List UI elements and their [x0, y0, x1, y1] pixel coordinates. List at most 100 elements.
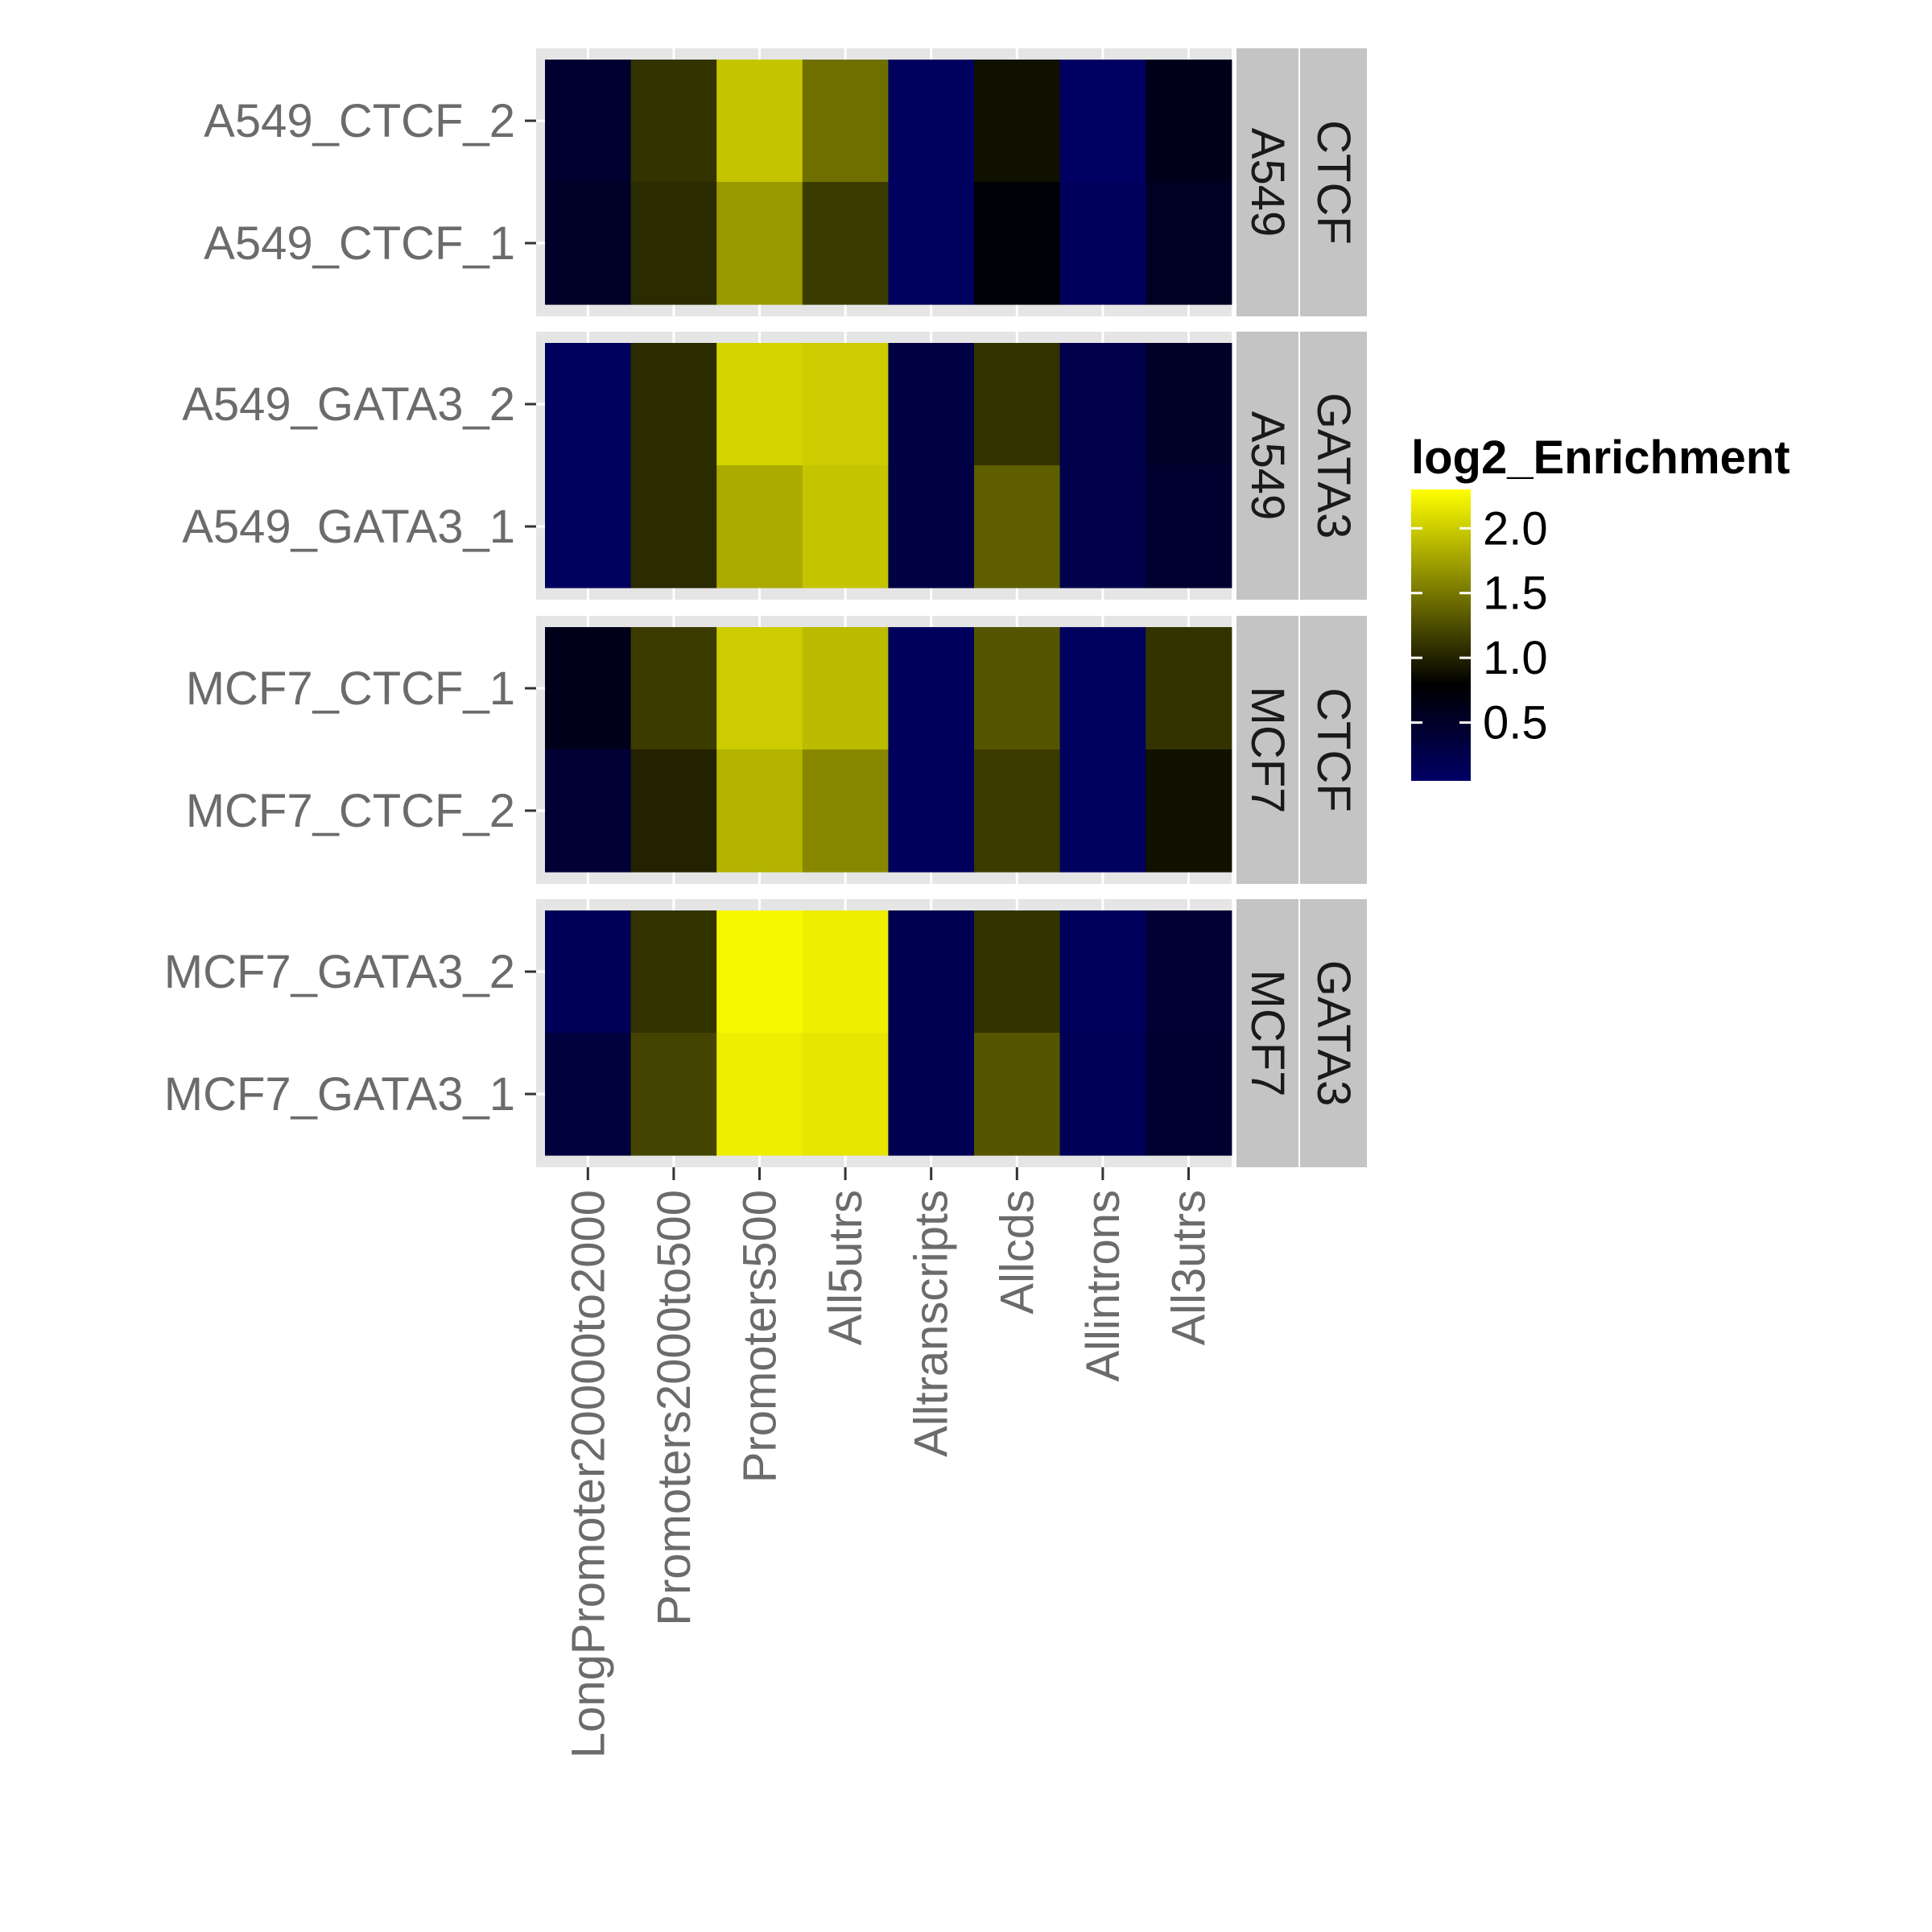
- facet-strip-inner-label: MCF7: [1241, 687, 1294, 814]
- facet-strip-inner: [1236, 899, 1298, 1167]
- x-tick-label: Allcds: [991, 1190, 1043, 1315]
- heatmap-tile: [1146, 343, 1232, 466]
- heatmap-tile: [888, 627, 975, 750]
- facet-strip-outer: [1300, 616, 1367, 884]
- heatmap-tile: [716, 627, 803, 750]
- y-tick-label: MCF7_GATA3_2: [164, 946, 515, 998]
- y-tick-label: MCF7_CTCF_1: [186, 663, 515, 715]
- heatmap-tile: [974, 627, 1061, 750]
- facet-strip-outer-label: CTCF: [1307, 687, 1360, 812]
- facet-strip-inner: [1236, 332, 1298, 600]
- facet-strip-inner-label: MCF7: [1241, 970, 1294, 1097]
- y-tick-label: MCF7_CTCF_2: [186, 785, 515, 837]
- heatmap-tile: [630, 465, 717, 588]
- x-tick-label: All5utrs: [819, 1190, 872, 1345]
- heatmap-tile: [1059, 749, 1146, 873]
- heatmap-tile: [545, 465, 632, 588]
- heatmap-tile: [716, 749, 803, 873]
- heatmap-tile: [974, 465, 1061, 588]
- heatmap-tile: [1059, 343, 1146, 466]
- y-tick-label: A549_GATA3_2: [182, 378, 515, 431]
- legend-tick-label: 1.0: [1483, 632, 1548, 684]
- heatmap-tile: [888, 1033, 975, 1156]
- legend-tick-label: 2.0: [1483, 502, 1548, 555]
- heatmap-tile: [545, 182, 632, 305]
- heatmap-tile: [888, 60, 975, 183]
- facet-strip-outer-label: GATA3: [1307, 960, 1360, 1107]
- heatmap-tile: [1059, 60, 1146, 183]
- heatmap-tile: [630, 910, 717, 1034]
- y-tick-label: A549_GATA3_1: [182, 501, 515, 553]
- heatmap-tile: [974, 1033, 1061, 1156]
- heatmap-tile: [888, 910, 975, 1034]
- heatmap-tile: [545, 627, 632, 750]
- heatmap-tile: [802, 627, 889, 750]
- heatmap-tile: [716, 1033, 803, 1156]
- heatmap-tile: [1146, 910, 1232, 1034]
- heatmap-tile: [802, 465, 889, 588]
- x-tick-label: Allintrons: [1077, 1190, 1129, 1382]
- heatmap-tile: [716, 343, 803, 466]
- heatmap-tile: [974, 343, 1061, 466]
- legend-title: log2_Enrichment: [1411, 431, 1790, 484]
- x-tick-label: All3utrs: [1163, 1190, 1216, 1345]
- facet-strip-outer: [1300, 48, 1367, 316]
- heatmap-tile: [974, 749, 1061, 873]
- heatmap-tile: [1059, 182, 1146, 305]
- heatmap-tile: [716, 465, 803, 588]
- heatmap-tile: [1146, 627, 1232, 750]
- facet-strip-outer: [1300, 899, 1367, 1167]
- x-tick-label: LongPromoter20000to2000: [562, 1190, 614, 1758]
- heatmap-tile: [802, 343, 889, 466]
- legend-tick-label: 0.5: [1483, 697, 1548, 749]
- heatmap-tile: [630, 627, 717, 750]
- facet-strip-outer-label: GATA3: [1307, 393, 1360, 539]
- heatmap-tile: [1146, 465, 1232, 588]
- x-tick-label: Promoters500: [734, 1190, 786, 1483]
- facet-strip-outer-label: CTCF: [1307, 120, 1360, 245]
- x-tick-label: Alltranscripts: [906, 1190, 958, 1457]
- heatmap-tile: [545, 749, 632, 873]
- heatmap-tile: [802, 1033, 889, 1156]
- heatmap-tile: [974, 910, 1061, 1034]
- heatmap-tile: [630, 60, 717, 183]
- heatmap-tile: [545, 343, 632, 466]
- heatmap-tile: [1059, 627, 1146, 750]
- heatmap-tile: [545, 910, 632, 1034]
- y-tick-label: MCF7_GATA3_1: [164, 1068, 515, 1121]
- y-tick-label: A549_CTCF_1: [204, 217, 515, 270]
- heatmap-tile: [1146, 182, 1232, 305]
- y-tick-label: A549_CTCF_2: [204, 95, 515, 147]
- heatmap-tile: [888, 465, 975, 588]
- heatmap-tile: [716, 910, 803, 1034]
- heatmap-tile: [974, 60, 1061, 183]
- legend-tick-label: 1.5: [1483, 568, 1548, 620]
- heatmap-tile: [802, 182, 889, 305]
- x-tick-label: Promoters2000to500: [648, 1190, 700, 1626]
- heatmap-tile: [630, 1033, 717, 1156]
- heatmap-tile: [630, 343, 717, 466]
- facet-strip-inner-label: A549: [1241, 128, 1294, 237]
- heatmap-tile: [630, 182, 717, 305]
- facet-strip-inner: [1236, 616, 1298, 884]
- heatmap-tile: [630, 749, 717, 873]
- heatmap-tile: [716, 60, 803, 183]
- facet-strip-inner-label: A549: [1241, 411, 1294, 520]
- heatmap-tile: [974, 182, 1061, 305]
- heatmap-tile: [1146, 1033, 1232, 1156]
- heatmap-tile: [716, 182, 803, 305]
- heatmap-tile: [1059, 910, 1146, 1034]
- heatmap-tile: [802, 749, 889, 873]
- heatmap-tile: [1059, 1033, 1146, 1156]
- heatmap-tile: [545, 60, 632, 183]
- heatmap-tile: [888, 749, 975, 873]
- heatmap-tile: [1059, 465, 1146, 588]
- heatmap-tile: [802, 60, 889, 183]
- heatmap-tile: [545, 1033, 632, 1156]
- heatmap-tile: [1146, 749, 1232, 873]
- heatmap-tile: [1146, 60, 1232, 183]
- heatmap-tile: [888, 343, 975, 466]
- facet-strip-outer: [1300, 332, 1367, 600]
- heatmap-tile: [888, 182, 975, 305]
